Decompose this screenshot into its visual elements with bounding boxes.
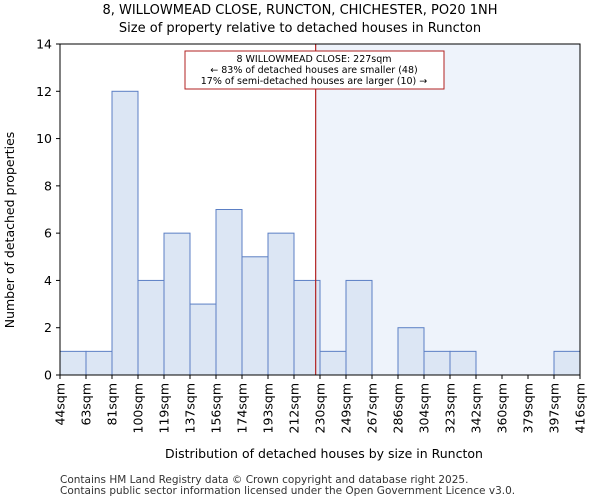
bar-63sqm [85,350,113,376]
x-tick-label: 416sqm [573,383,588,433]
annotation-line-1: 8 WILLOWMEAD CLOSE: 227sqm [236,54,391,65]
x-tick-label: 379sqm [521,383,536,433]
y-tick-label: 14 [36,37,52,52]
chart-title: 8, WILLOWMEAD CLOSE, RUNCTON, CHICHESTER… [102,3,498,18]
bar-100sqm [137,279,165,376]
x-tick-label: 304sqm [417,383,432,433]
bar-286sqm [397,327,425,376]
x-tick-label: 360sqm [495,383,510,433]
x-axis-label: Distribution of detached houses by size … [165,446,483,461]
bar-304sqm [423,350,451,376]
x-tick-label: 63sqm [79,383,94,426]
x-tick-label: 342sqm [469,383,484,433]
x-tick-label: 193sqm [261,383,276,433]
annotation-box: 8 WILLOWMEAD CLOSE: 227sqm ← 83% of deta… [184,50,445,90]
bar-156sqm [215,209,243,376]
x-tick-label: 174sqm [235,383,250,433]
x-tick-label: 249sqm [339,383,354,433]
bar-397sqm [553,350,581,376]
chart-subtitle: Size of property relative to detached ho… [118,21,482,36]
x-tick-label: 44sqm [53,383,68,426]
bar-193sqm [267,232,295,376]
y-tick-label: 2 [44,320,52,335]
bar-323sqm [449,350,477,376]
y-tick-label: 8 [44,178,52,193]
y-tick-label: 6 [44,226,52,241]
y-axis-label: Number of detached properties [2,132,17,329]
x-tick-label: 119sqm [157,383,172,433]
y-tick-label: 10 [36,131,52,146]
bar-119sqm [163,232,191,376]
x-tick-label: 81sqm [105,383,120,426]
y-tick-label: 12 [36,84,52,99]
annotation-line-2: ← 83% of detached houses are smaller (48… [210,65,417,76]
x-tick-label: 137sqm [183,383,198,433]
footer-copyright: Contains HM Land Registry data © Crown c… [60,474,469,486]
bar-249sqm [345,279,373,376]
bar-137sqm [189,303,217,376]
x-tick-label: 100sqm [131,383,146,433]
annotation-line-3: 17% of semi-detached houses are larger (… [201,76,428,87]
y-tick-label: 4 [44,273,52,288]
x-tick-label: 212sqm [287,383,302,433]
bar-44sqm [59,350,87,376]
footer-licence: Contains public sector information licen… [60,485,516,497]
y-tick-label: 0 [44,368,52,383]
bar-81sqm [111,90,139,376]
x-tick-label: 397sqm [547,383,562,433]
x-tick-label: 286sqm [391,383,406,433]
x-tick-label: 267sqm [365,383,380,433]
x-tick-label: 230sqm [313,383,328,433]
bar-174sqm [241,256,269,376]
bar-230sqm [319,350,347,376]
x-tick-label: 323sqm [443,383,458,433]
x-tick-label: 156sqm [209,383,224,433]
